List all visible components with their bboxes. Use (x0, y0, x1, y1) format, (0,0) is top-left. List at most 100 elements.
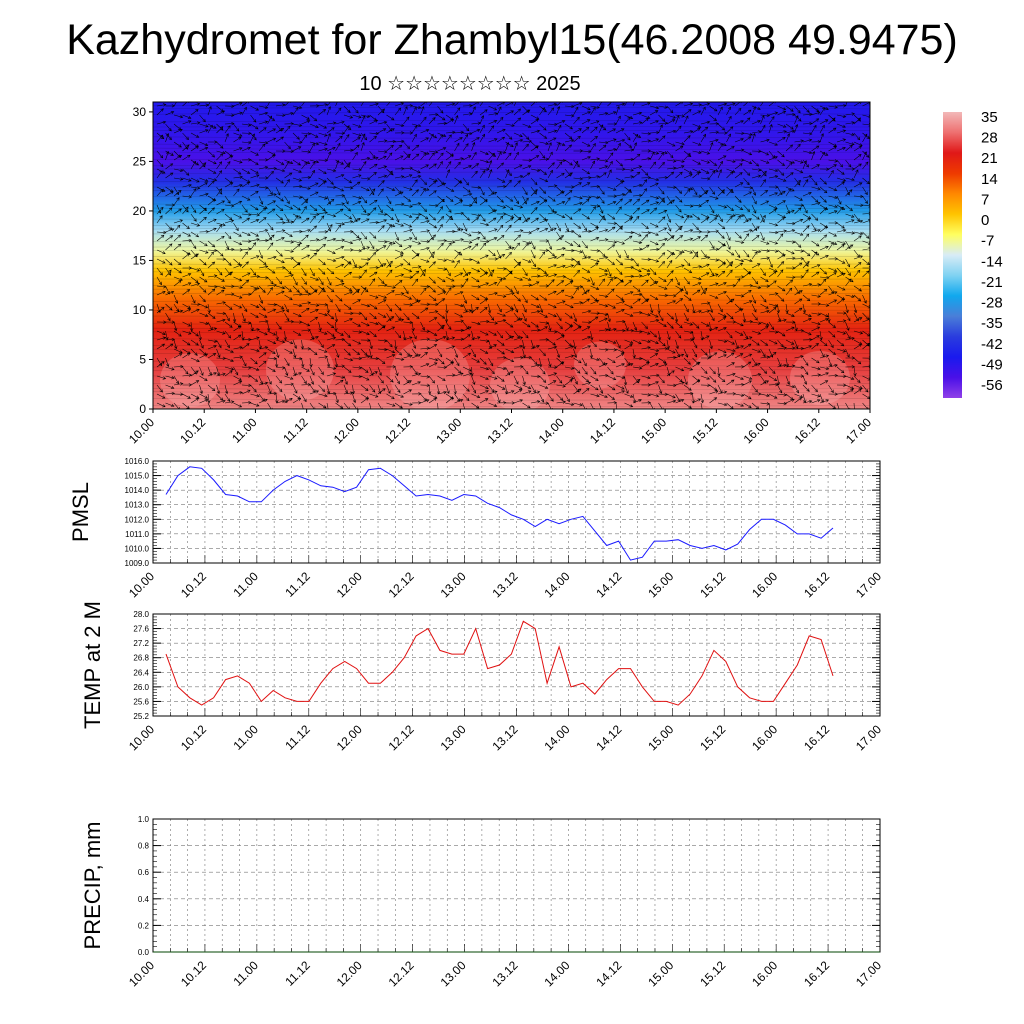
wind-arrow (156, 343, 166, 350)
wind-arrow (301, 321, 311, 327)
wind-arrow (581, 357, 587, 367)
wind-arrow (513, 151, 519, 161)
wind-arrow (403, 213, 413, 218)
wind-arrow (666, 114, 677, 119)
wind-arrow (785, 112, 796, 117)
wind-arrow (462, 257, 473, 262)
wind-arrow (751, 159, 760, 167)
colorbar-fill (943, 112, 962, 398)
wind-arrow (233, 136, 242, 143)
wind-arrow (743, 320, 754, 324)
wind-arrow (173, 114, 184, 119)
wind-arrow (666, 213, 672, 223)
wind-arrow (658, 260, 665, 269)
wind-arrow (683, 338, 694, 342)
wind-arrow (428, 112, 439, 117)
wind-arrow (471, 393, 481, 399)
wind-arrow (233, 334, 242, 341)
wind-arrow (462, 352, 472, 359)
wind-arrow (709, 159, 718, 166)
wind-arrow (207, 207, 215, 215)
wind-arrow (471, 151, 477, 161)
wind-arrow (190, 121, 201, 125)
wind-arrow (632, 111, 643, 116)
colorbar-label: 7 (981, 191, 989, 208)
wind-arrow (454, 393, 461, 402)
wind-arrow (207, 105, 212, 116)
wind-arrow (173, 348, 183, 354)
wind-arrow (437, 336, 447, 341)
wind-arrow (794, 203, 805, 207)
wind-arrow (241, 217, 251, 224)
wind-arrow (284, 195, 290, 205)
contour-line (153, 227, 870, 230)
wind-arrow (845, 121, 855, 125)
wind-arrow (522, 258, 532, 263)
wind-arrow (649, 339, 659, 345)
wind-arrow (649, 312, 659, 318)
contour-line (153, 164, 870, 167)
wind-arrow (471, 137, 480, 143)
wind-arrow (309, 204, 318, 212)
wind-arrow (590, 258, 600, 263)
wind-arrow (539, 199, 548, 206)
wind-arrow (607, 393, 615, 400)
y-tick-label: 10 (133, 303, 147, 317)
wind-arrow (530, 281, 540, 287)
wind-arrow (479, 222, 490, 227)
wind-arrow (794, 374, 805, 378)
wind-arrow (777, 110, 787, 116)
wind-arrow (199, 114, 206, 123)
wind-arrow (232, 312, 237, 323)
wind-arrow (666, 294, 677, 298)
wind-arrow (683, 267, 693, 273)
wind-arrow (173, 353, 183, 359)
wind-arrow (207, 198, 216, 206)
wind-arrow (199, 321, 209, 326)
wind-arrow (369, 393, 379, 398)
wind-arrow (284, 111, 294, 116)
wind-arrow (369, 371, 378, 377)
wind-arrow (386, 258, 392, 268)
wind-arrow (862, 177, 870, 185)
wind-arrow (360, 321, 370, 327)
wind-arrow (369, 131, 380, 136)
wind-arrow (632, 231, 642, 237)
wind-arrow (581, 198, 590, 206)
contour-line (153, 383, 870, 385)
wind-arrow (539, 177, 549, 183)
wind-arrow (539, 132, 548, 139)
wind-arrow (428, 310, 439, 314)
wind-arrow (598, 317, 608, 323)
wind-arrow (785, 339, 795, 345)
wind-arrow (811, 240, 820, 247)
wind-arrow (530, 168, 541, 172)
wind-arrow (420, 307, 429, 314)
wind-arrow (224, 195, 231, 204)
wind-arrow (564, 393, 570, 403)
wind-arrow (581, 175, 592, 180)
wind-arrow (165, 285, 170, 295)
wind-arrow (488, 312, 495, 321)
wind-arrow (411, 253, 420, 260)
wind-arrow (539, 384, 549, 389)
wind-arrow (751, 119, 761, 125)
wind-arrow (301, 393, 307, 403)
wind-arrow (173, 321, 178, 332)
wind-arrow (751, 339, 760, 346)
wind-arrow (309, 390, 320, 395)
x-tick-label: 17.00 (843, 415, 874, 446)
wind-arrow (615, 142, 621, 152)
wind-arrow (190, 267, 201, 272)
wind-arrow (403, 294, 413, 300)
wind-arrow (496, 177, 506, 183)
wind-arrow (496, 254, 506, 260)
wind-arrow (760, 113, 771, 118)
wind-arrow (649, 120, 659, 125)
wind-arrow (666, 383, 677, 388)
wind-arrow (768, 307, 777, 314)
x-tick-label: 16.00 (749, 958, 780, 989)
wind-arrow (590, 299, 600, 305)
wind-arrow (309, 303, 320, 307)
wind-arrow (318, 103, 328, 107)
